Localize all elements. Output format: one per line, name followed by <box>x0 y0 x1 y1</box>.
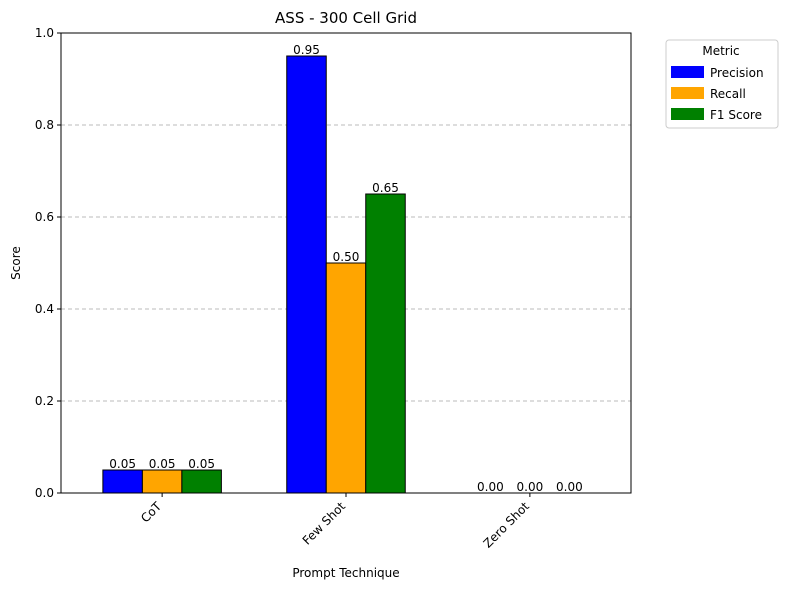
legend: Metric Precision Recall F1 Score <box>665 39 779 129</box>
legend-box <box>665 39 779 129</box>
y-tick-label: 1.0 <box>35 26 54 40</box>
y-tick-label: 0.8 <box>35 118 54 132</box>
bar <box>102 469 143 494</box>
bar-labels: 0.05 0.95 0.00 0.05 0.50 0.00 0.05 0.65 0.00 <box>109 43 582 494</box>
bar <box>325 262 367 494</box>
legend-entry-label: Precision <box>710 66 764 80</box>
y-axis-ticks: 0.0 0.2 0.4 0.6 0.8 1.0 <box>35 26 61 500</box>
bar <box>365 193 406 494</box>
y-tick-label: 0.6 <box>35 210 54 224</box>
x-tick-label: CoT <box>138 499 165 526</box>
bar-value-label: 0.50 <box>333 250 360 264</box>
bar-value-label: 0.05 <box>109 457 136 471</box>
legend-swatch <box>671 87 704 99</box>
legend-entry-label: F1 Score <box>710 108 762 122</box>
y-tick-label: 0.2 <box>35 394 54 408</box>
legend-swatch <box>671 66 704 78</box>
legend-entry-label: Recall <box>710 87 746 101</box>
x-tick-label: Few Shot <box>300 499 349 548</box>
x-tick-label: Zero Shot <box>481 499 533 551</box>
bar-value-label: 0.65 <box>372 181 399 195</box>
legend-swatch <box>671 108 704 120</box>
bar <box>286 55 327 494</box>
bar-value-label: 0.00 <box>477 480 504 494</box>
bar-value-label: 0.95 <box>293 43 320 57</box>
grid-lines <box>61 124 631 402</box>
y-axis-label: Score <box>9 246 23 280</box>
y-tick-label: 0.4 <box>35 302 54 316</box>
bar-value-label: 0.00 <box>517 480 544 494</box>
y-tick-label: 0.0 <box>35 486 54 500</box>
x-axis-label: Prompt Technique <box>292 566 399 580</box>
bar-value-label: 0.05 <box>188 457 215 471</box>
chart-title: ASS - 300 Cell Grid <box>275 9 417 27</box>
bar-value-label: 0.05 <box>149 457 176 471</box>
bar <box>181 469 222 494</box>
bar-value-label: 0.00 <box>556 480 583 494</box>
legend-title: Metric <box>702 44 739 58</box>
bar <box>141 469 183 494</box>
bars <box>102 55 406 494</box>
x-axis-ticks: CoT Few Shot Zero Shot <box>138 493 532 551</box>
